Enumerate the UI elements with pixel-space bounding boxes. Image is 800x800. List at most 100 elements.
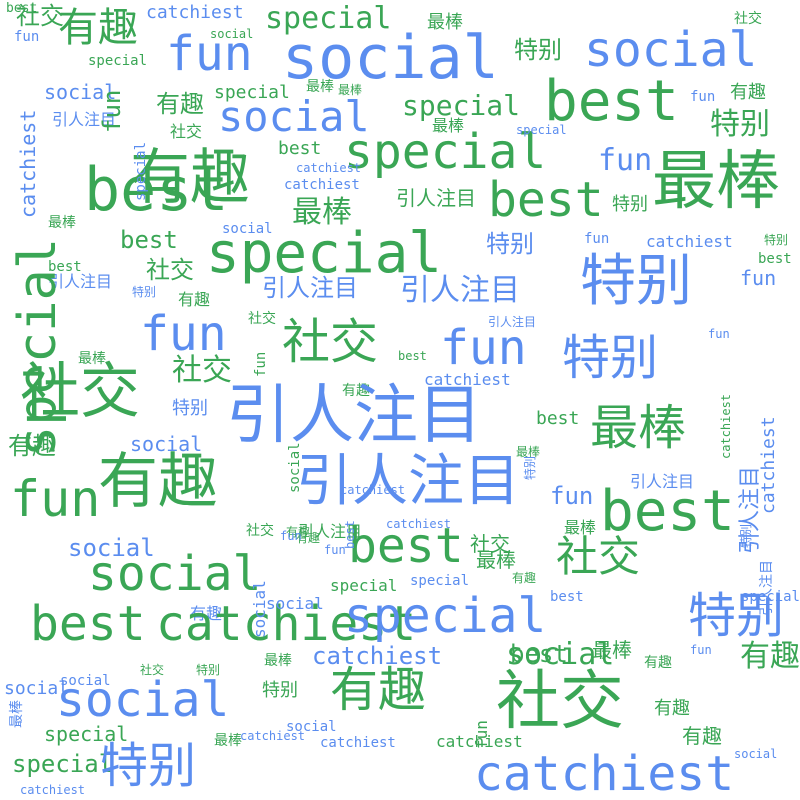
cloud-word: social	[250, 580, 269, 638]
cloud-word: special	[44, 722, 129, 746]
cloud-word: catchiest	[16, 109, 40, 218]
cloud-word: fun	[690, 643, 712, 657]
cloud-word: 有趣	[286, 525, 311, 539]
cloud-word: special	[740, 589, 800, 605]
cloud-word: special	[344, 588, 547, 644]
cloud-word: fun	[598, 143, 653, 178]
cloud-word: 引人注目	[226, 379, 482, 453]
cloud-word: social	[4, 678, 70, 699]
cloud-word: 最棒	[9, 700, 25, 728]
cloud-word: 有趣	[342, 383, 370, 399]
cloud-word: special	[516, 123, 567, 137]
cloud-word: fun	[708, 327, 730, 341]
cloud-word: special	[410, 573, 470, 589]
cloud-word: special	[344, 124, 547, 180]
cloud-word: 有趣	[156, 90, 204, 118]
cloud-word: best	[536, 408, 580, 429]
cloud-word: 引人注目	[262, 274, 358, 302]
cloud-word: 特别	[580, 249, 692, 314]
cloud-word: catchiest	[386, 517, 452, 531]
cloud-word: best	[278, 138, 322, 159]
cloud-word: 有趣	[330, 662, 427, 718]
cloud-word: 特别	[739, 523, 753, 548]
cloud-word: catchiest	[320, 735, 396, 751]
cloud-word: social	[287, 442, 303, 493]
cloud-word: 特别	[688, 588, 785, 644]
cloud-word: best	[550, 589, 584, 605]
cloud-word: 特别	[100, 738, 197, 794]
cloud-word: social	[506, 637, 615, 672]
cloud-word: 特别	[262, 680, 298, 701]
cloud-word: 有趣	[178, 290, 211, 309]
cloud-word: 最棒	[592, 638, 632, 662]
cloud-word: social	[222, 221, 273, 237]
cloud-word: catchiest	[424, 370, 511, 389]
cloud-word: social	[56, 672, 230, 728]
cloud-word: social	[584, 22, 758, 78]
cloud-word: 特别	[710, 107, 770, 142]
cloud-word: social	[734, 747, 778, 761]
cloud-word: catchiest	[719, 393, 733, 459]
cloud-word: special	[265, 1, 392, 36]
cloud-word: special	[133, 141, 149, 201]
cloud-word: social	[218, 92, 370, 141]
cloud-word: 最棒	[306, 79, 334, 95]
cloud-word: 有趣	[296, 531, 321, 545]
cloud-word: 特别	[196, 663, 221, 677]
cloud-word: 最棒	[590, 400, 687, 456]
cloud-word: 社交	[496, 665, 624, 739]
cloud-word: 有趣	[130, 143, 250, 213]
cloud-word: fun	[584, 231, 610, 247]
cloud-word: 有趣	[58, 5, 138, 51]
cloud-word: 社交	[146, 256, 194, 284]
cloud-word: fun	[440, 320, 527, 376]
cloud-word: 特别	[486, 230, 534, 258]
cloud-word: fun	[550, 482, 594, 510]
cloud-word: best	[84, 155, 229, 225]
cloud-word: social	[130, 432, 203, 456]
cloud-word: 有趣	[730, 82, 766, 103]
cloud-word: 有趣	[654, 698, 690, 719]
cloud-word: social	[60, 673, 111, 689]
cloud-word: special	[88, 53, 148, 69]
cloud-word: special	[402, 89, 521, 122]
cloud-word: best	[120, 226, 178, 254]
cloud-word: social	[210, 27, 254, 41]
cloud-word: 特别	[523, 455, 537, 480]
cloud-word: 社交	[20, 357, 140, 427]
cloud-word: catchiest	[474, 746, 735, 800]
cloud-word: 最棒	[432, 116, 465, 135]
cloud-word: fun	[740, 266, 777, 290]
cloud-word: 社交	[140, 663, 165, 677]
cloud-word: 有趣	[740, 639, 800, 674]
cloud-word: 社交	[470, 532, 510, 556]
cloud-word: best	[600, 479, 735, 544]
cloud-word: social	[88, 546, 262, 602]
cloud-word: catchiest	[758, 416, 779, 514]
cloud-word: 最棒	[476, 548, 516, 572]
cloud-word: social	[282, 23, 499, 93]
cloud-word: catchiest	[240, 729, 306, 743]
cloud-word: 最棒	[48, 215, 76, 231]
cloud-word: best	[398, 349, 427, 363]
cloud-word: 最棒	[427, 12, 463, 33]
cloud-word: best	[48, 259, 82, 275]
cloud-word: 最棒	[652, 145, 780, 219]
cloud-word: 特别	[132, 285, 157, 299]
cloud-word: 最棒	[338, 83, 363, 97]
cloud-word: social	[286, 719, 337, 735]
cloud-word: catchiest	[312, 642, 443, 670]
cloud-word: 特别	[764, 233, 789, 247]
cloud-word: 社交	[170, 122, 203, 141]
cloud-word: fun	[690, 89, 716, 105]
cloud-word: 社交	[734, 11, 762, 27]
cloud-word: fun	[280, 529, 302, 543]
cloud-word: catchiest	[146, 2, 244, 23]
cloud-word: 引人注目	[298, 522, 363, 541]
cloud-word: fun	[140, 306, 227, 362]
cloud-word: catchiest	[340, 483, 406, 497]
cloud-word: catchiest	[296, 161, 362, 175]
cloud-word: 最棒	[292, 195, 352, 230]
cloud-word: 有趣	[682, 724, 722, 748]
